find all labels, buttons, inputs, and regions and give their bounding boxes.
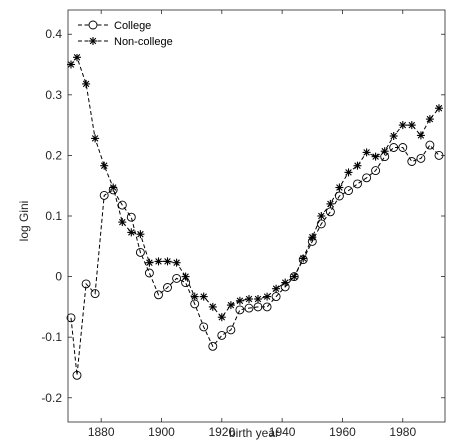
plot-background — [68, 10, 445, 422]
y-tick-label-6: -0.2 — [41, 391, 62, 405]
y-tick-label-3: 0.1 — [45, 209, 62, 223]
data-point-noncollege-13 — [181, 272, 190, 281]
data-point-college-34 — [371, 166, 381, 176]
data-point-college-3 — [90, 289, 100, 299]
x-tick-label-0: 1880 — [88, 425, 115, 439]
data-point-college-36 — [389, 143, 399, 152]
data-point-college-40 — [425, 140, 435, 150]
data-point-noncollege-32 — [353, 161, 362, 170]
data-point-noncollege-26 — [299, 254, 308, 263]
data-point-noncollege-34 — [371, 152, 380, 161]
data-point-noncollege-21 — [254, 295, 262, 303]
data-point-noncollege-5 — [109, 183, 118, 192]
data-point-noncollege-30 — [335, 183, 344, 192]
legend-marker-asterisk-icon — [89, 37, 97, 45]
data-point-noncollege-25 — [290, 272, 299, 281]
plot-area — [68, 10, 445, 422]
legend: College Non-college — [72, 14, 197, 54]
data-point-college-39 — [416, 153, 426, 163]
x-tick-label-5: 1980 — [389, 425, 416, 439]
data-point-college-11 — [163, 283, 172, 292]
y-tick-label-5: -0.1 — [41, 330, 62, 344]
data-point-noncollege-3 — [91, 134, 100, 143]
data-point-college-32 — [353, 179, 362, 189]
data-point-noncollege-8 — [136, 230, 145, 239]
data-point-college-7 — [126, 212, 136, 222]
data-point-noncollege-15 — [199, 292, 208, 301]
data-point-noncollege-22 — [263, 292, 272, 301]
y-tick-label-2: 0.2 — [45, 148, 62, 162]
data-point-college-19 — [235, 305, 245, 315]
data-point-noncollege-40 — [425, 115, 434, 124]
data-point-college-2 — [81, 279, 91, 289]
data-point-college-4 — [99, 190, 109, 200]
data-point-college-22 — [262, 302, 272, 312]
x-tick-label-1: 1900 — [148, 425, 175, 439]
data-point-noncollege-16 — [208, 302, 217, 311]
data-point-college-16 — [208, 341, 218, 351]
legend-label-1: College — [114, 20, 151, 32]
series-layer — [66, 53, 444, 380]
x-tick-label-2: 1920 — [208, 425, 235, 439]
data-point-noncollege-23 — [272, 284, 281, 293]
x-axis-label: birth year — [229, 426, 279, 440]
data-point-college-30 — [334, 191, 344, 201]
data-point-college-33 — [362, 173, 372, 183]
data-point-noncollege-36 — [389, 132, 398, 140]
data-point-noncollege-14 — [190, 292, 199, 301]
axes-layer: 1880 1900 1920 1940 1960 1980 0.4 0.3 0.2 0.1 0 -0.… — [41, 9, 446, 439]
data-point-noncollege-4 — [100, 161, 109, 170]
y-tick-label-4: 0 — [55, 270, 62, 284]
data-point-noncollege-6 — [118, 218, 127, 227]
data-point-college-18 — [226, 325, 236, 335]
data-point-noncollege-7 — [127, 228, 136, 237]
data-point-college-31 — [344, 186, 353, 196]
y-axis-label: log Gini — [17, 201, 31, 242]
data-point-college-12 — [172, 273, 182, 283]
data-point-college-1 — [72, 370, 82, 380]
data-point-college-20 — [244, 303, 254, 313]
data-point-noncollege-19 — [235, 296, 244, 305]
data-point-noncollege-33 — [362, 148, 371, 157]
data-point-noncollege-41 — [435, 104, 443, 113]
data-point-noncollege-38 — [407, 121, 416, 130]
data-point-college-0 — [66, 313, 76, 323]
series-line-1 — [70, 144, 440, 376]
x-tick-label-3: 1940 — [269, 425, 296, 439]
data-point-noncollege-20 — [245, 295, 253, 303]
data-point-noncollege-27 — [308, 233, 317, 242]
data-point-college-38 — [407, 157, 417, 166]
data-point-noncollege-10 — [154, 257, 163, 266]
data-point-college-8 — [135, 247, 145, 257]
data-point-college-17 — [217, 330, 227, 340]
data-point-noncollege-17 — [217, 313, 226, 322]
data-point-noncollege-37 — [398, 121, 407, 130]
data-point-college-15 — [199, 322, 209, 332]
data-point-noncollege-24 — [281, 278, 290, 287]
legend-label-2: Non-college — [114, 36, 173, 48]
legend-marker-circle-icon — [88, 20, 98, 30]
data-point-college-9 — [144, 268, 154, 278]
data-point-college-10 — [154, 290, 163, 300]
x-tick-label-4: 1960 — [329, 425, 356, 439]
data-point-college-37 — [398, 143, 408, 152]
data-point-noncollege-11 — [163, 257, 172, 266]
data-point-noncollege-39 — [416, 131, 425, 140]
y-tick-label-0: 0.4 — [45, 27, 62, 41]
data-point-noncollege-31 — [344, 168, 353, 177]
data-point-noncollege-9 — [145, 258, 154, 267]
data-point-noncollege-28 — [317, 212, 326, 220]
data-point-noncollege-2 — [82, 79, 91, 88]
data-point-noncollege-18 — [226, 301, 235, 310]
data-point-noncollege-35 — [380, 147, 389, 156]
data-point-noncollege-29 — [326, 199, 335, 208]
data-point-noncollege-12 — [172, 258, 181, 267]
data-point-noncollege-1 — [73, 53, 81, 62]
y-tick-label-1: 0.3 — [45, 88, 62, 102]
